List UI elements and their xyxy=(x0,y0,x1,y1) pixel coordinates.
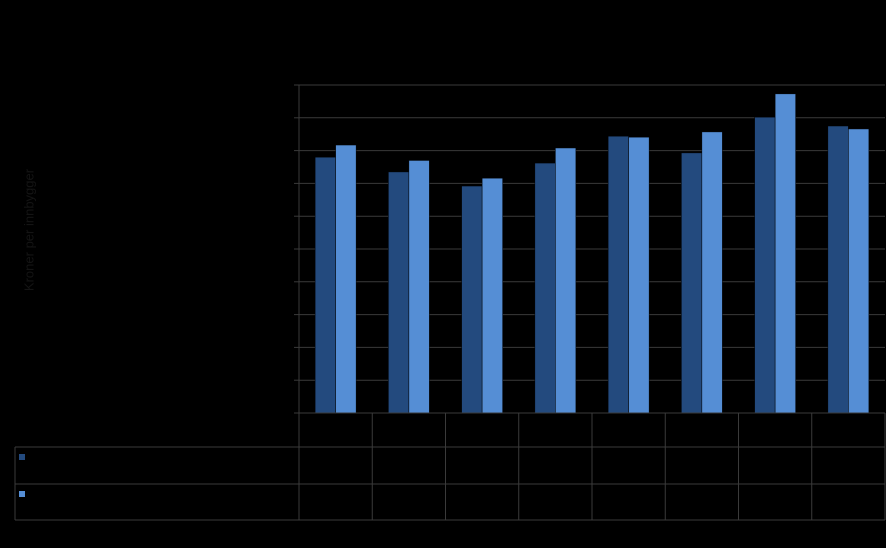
bar xyxy=(534,162,556,414)
legend-marker xyxy=(19,491,25,497)
bar xyxy=(681,152,703,414)
legend-marker xyxy=(19,454,25,460)
bar xyxy=(481,177,503,414)
bar xyxy=(555,147,577,414)
bar xyxy=(754,116,776,414)
bar xyxy=(827,125,849,414)
bar xyxy=(408,160,430,414)
bar xyxy=(774,93,796,414)
bar xyxy=(848,128,870,414)
y-axis-label: Kroner per innbygger xyxy=(21,168,36,291)
bar xyxy=(701,131,723,414)
bar xyxy=(628,136,650,414)
bar xyxy=(461,185,483,414)
bar xyxy=(335,144,357,414)
bar xyxy=(607,135,629,414)
bar xyxy=(314,156,336,414)
bar xyxy=(388,171,410,414)
